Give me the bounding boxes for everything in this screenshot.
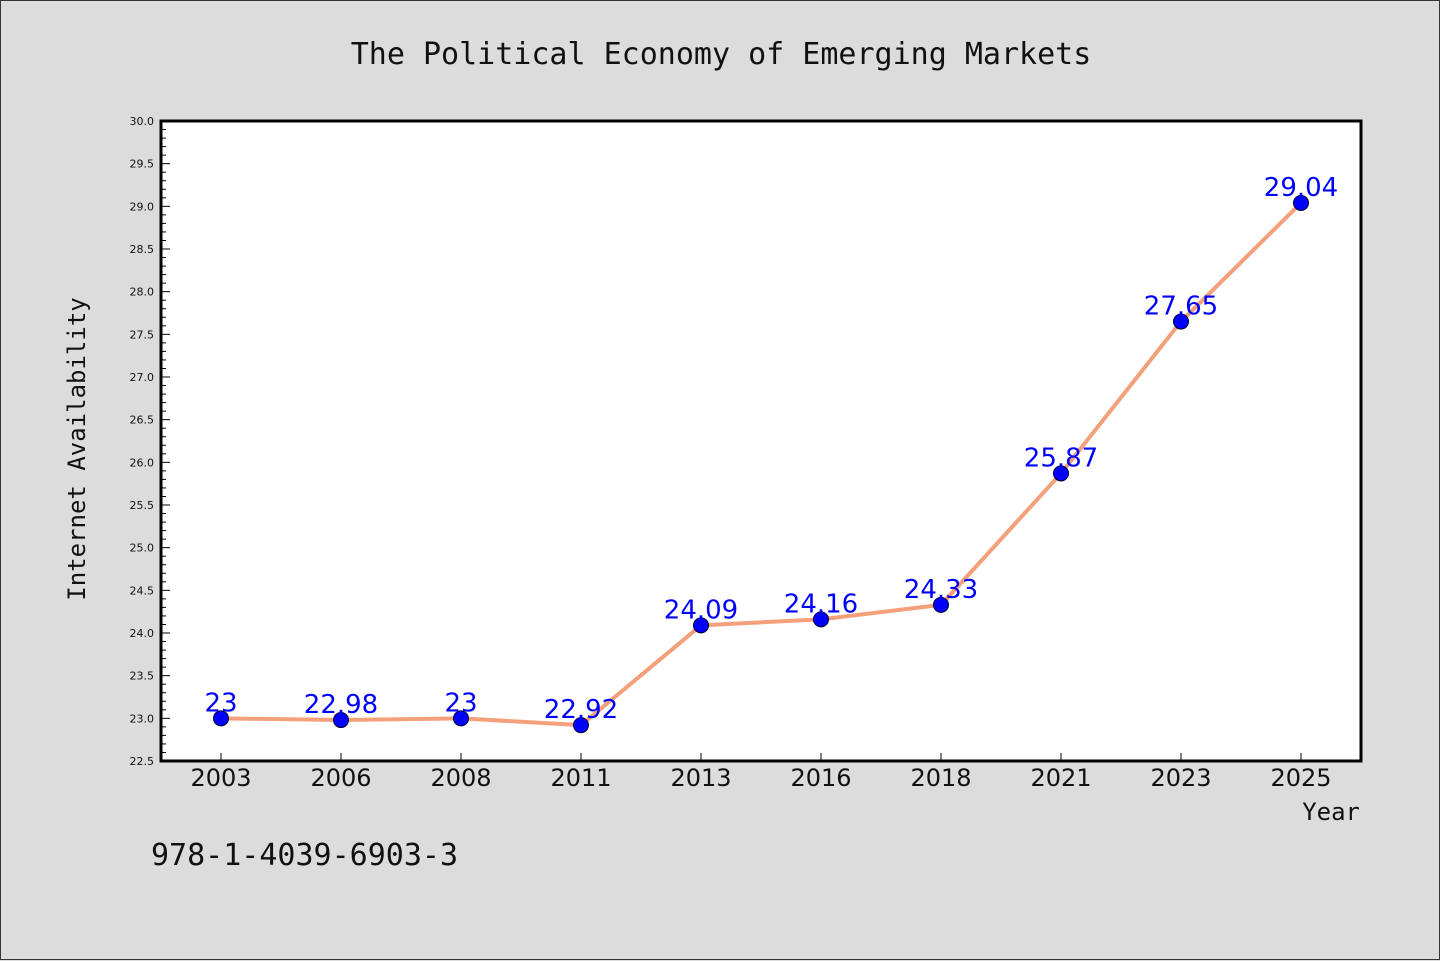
x-tick-label: 2013 (670, 764, 731, 792)
y-tick-label: 26.0 (130, 456, 155, 469)
y-tick-label: 29.5 (130, 158, 155, 171)
data-point (453, 710, 469, 727)
data-label: 23 (444, 688, 477, 718)
y-tick-label: 26.5 (130, 414, 155, 427)
y-tick-label: 25.5 (130, 499, 155, 512)
data-point (813, 611, 829, 628)
y-tick-label: 27.0 (130, 371, 155, 384)
data-point (333, 712, 349, 729)
plot-area (159, 119, 1363, 763)
y-tick-label: 29.0 (130, 200, 155, 213)
y-tick-label: 23.0 (130, 712, 155, 725)
x-tick-label: 2003 (190, 764, 251, 792)
y-tick-label: 30.0 (130, 115, 155, 128)
series-line (220, 201, 1303, 728)
x-tick-label: 2016 (790, 764, 851, 792)
y-tick-label: 25.0 (130, 542, 155, 555)
y-axis-label: Internet Availability (63, 297, 91, 600)
x-tick-label: 2006 (310, 764, 371, 792)
x-axis-label: Year (1302, 798, 1360, 826)
data-label: 29.04 (1264, 173, 1338, 203)
y-tick-label: 24.0 (130, 627, 155, 640)
data-label: 24.16 (784, 589, 858, 619)
data-point (933, 596, 949, 613)
series-line-group (220, 201, 1303, 728)
x-tick-label: 2021 (1030, 764, 1091, 792)
data-label: 22.92 (544, 695, 618, 725)
data-labels: 23 22.98 23 22.92 24.09 24.16 24.33 25.87 27.65 2… (204, 173, 1338, 725)
data-markers (213, 194, 1309, 734)
data-point (1173, 313, 1189, 330)
data-point (1293, 194, 1309, 211)
data-label: 25.87 (1024, 443, 1098, 473)
y-tick-label: 24.5 (130, 584, 155, 597)
y-tick-label: 23.5 (130, 670, 155, 683)
data-point (573, 717, 589, 734)
data-point (693, 617, 709, 634)
data-label: 24.09 (664, 595, 738, 625)
x-tick-label: 2011 (550, 764, 611, 792)
y-tick-label: 28.5 (130, 243, 155, 256)
data-label: 24.33 (904, 575, 978, 605)
data-point (213, 710, 229, 727)
data-label: 23 (204, 688, 237, 718)
x-tick-label: 2025 (1270, 764, 1331, 792)
x-tick-label: 2023 (1150, 764, 1211, 792)
x-axis-ticks: 2003 2006 2008 2011 2013 2016 2018 2021 2023 2025 (190, 753, 1332, 792)
data-label: 27.65 (1144, 292, 1218, 322)
y-tick-label: 28.0 (130, 286, 155, 299)
y-tick-label: 27.5 (130, 328, 155, 341)
isbn-footer: 978-1-4039-6903-3 (151, 838, 458, 873)
data-label: 22.98 (304, 690, 378, 720)
x-tick-label: 2008 (430, 764, 491, 792)
chart-title: The Political Economy of Emerging Market… (351, 37, 1092, 72)
data-point (1053, 465, 1069, 482)
y-axis-ticks: 22.5 23.0 23.5 24.0 24.5 25.0 25.5 26.0 26.5 27.0… (130, 115, 170, 768)
x-tick-label: 2018 (910, 764, 971, 792)
y-tick-label: 22.5 (130, 755, 155, 768)
